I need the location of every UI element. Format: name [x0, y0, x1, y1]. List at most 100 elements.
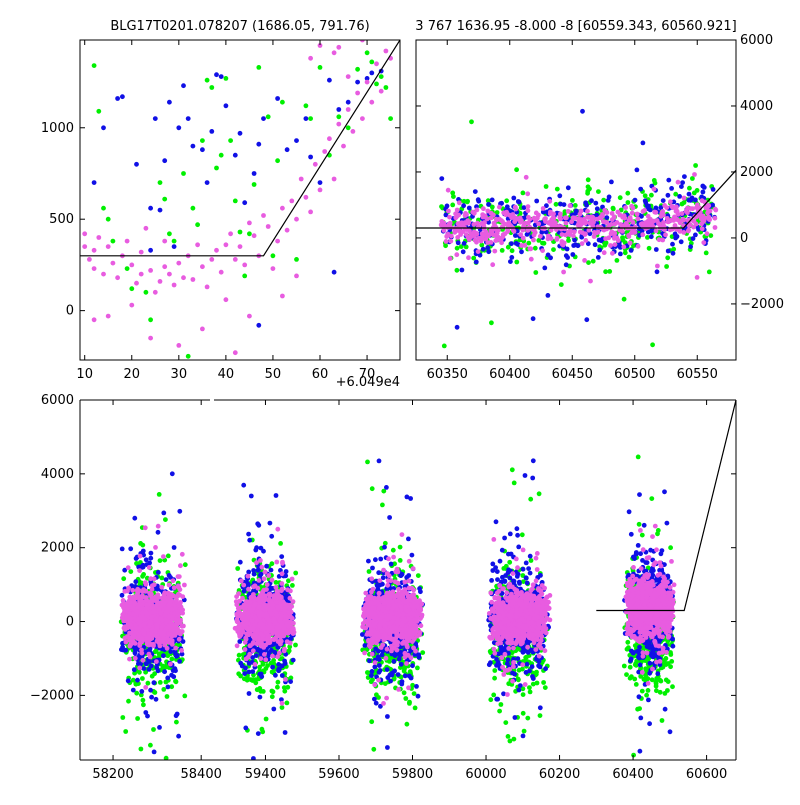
- data-point: [115, 96, 120, 101]
- x-tick-label: 20: [123, 367, 140, 382]
- data-point: [439, 176, 444, 181]
- data-point: [141, 658, 146, 663]
- data-point: [588, 279, 593, 284]
- data-point: [682, 200, 687, 205]
- data-point: [439, 223, 444, 228]
- data-point: [533, 219, 538, 224]
- data-point: [673, 232, 678, 237]
- data-point: [165, 676, 170, 681]
- data-point: [129, 616, 134, 621]
- data-point: [474, 260, 479, 265]
- data-point: [608, 243, 613, 248]
- data-point: [691, 236, 696, 241]
- data-point: [162, 590, 167, 595]
- data-point: [139, 764, 144, 769]
- data-point: [304, 103, 309, 108]
- data-point: [291, 658, 296, 663]
- data-point: [209, 85, 214, 90]
- data-point: [139, 615, 144, 620]
- data-point: [120, 715, 125, 720]
- data-point: [82, 244, 87, 249]
- data-point: [280, 571, 285, 576]
- data-point: [700, 214, 705, 219]
- data-point: [181, 275, 186, 280]
- data-point: [455, 208, 460, 213]
- data-point: [159, 625, 164, 630]
- data-point: [127, 657, 132, 662]
- data-point: [264, 564, 269, 569]
- data-point: [123, 729, 128, 734]
- data-point: [141, 549, 146, 554]
- data-point: [237, 653, 242, 658]
- data-point: [131, 612, 136, 617]
- data-point: [129, 263, 134, 268]
- data-point: [233, 199, 238, 204]
- data-point: [627, 255, 632, 260]
- data-point: [612, 215, 617, 220]
- x-tick-label: 40: [218, 367, 235, 382]
- data-point: [144, 290, 149, 295]
- data-point: [148, 593, 153, 598]
- data-point: [179, 605, 184, 610]
- data-point: [261, 625, 266, 630]
- data-point: [144, 226, 149, 231]
- data-point: [685, 210, 690, 215]
- data-point: [165, 646, 170, 651]
- data-point: [336, 114, 341, 119]
- data-point: [308, 210, 313, 215]
- data-point: [593, 242, 598, 247]
- data-point: [490, 262, 495, 267]
- data-point: [290, 583, 295, 588]
- data-point: [635, 168, 640, 173]
- data-point: [600, 212, 605, 217]
- data-point: [631, 206, 636, 211]
- data-point: [246, 611, 251, 616]
- data-point: [134, 593, 139, 598]
- data-point: [499, 240, 504, 245]
- data-point: [247, 670, 252, 675]
- axes-frame: [80, 40, 400, 360]
- data-point: [466, 255, 471, 260]
- data-point: [455, 235, 460, 240]
- data-point: [621, 245, 626, 250]
- data-point: [125, 266, 130, 271]
- data-point: [388, 116, 393, 121]
- data-point: [713, 207, 718, 212]
- data-point: [205, 78, 210, 83]
- data-point: [252, 171, 257, 176]
- data-point: [261, 213, 266, 218]
- data-point: [243, 666, 248, 671]
- data-point: [655, 218, 660, 223]
- data-point: [557, 193, 562, 198]
- data-point: [584, 317, 589, 322]
- data-point: [446, 209, 451, 214]
- data-point: [132, 600, 137, 605]
- data-point: [258, 573, 263, 578]
- data-point: [700, 226, 705, 231]
- data-point: [158, 208, 163, 213]
- data-point: [548, 210, 553, 215]
- data-point: [294, 274, 299, 279]
- data-point: [351, 129, 356, 134]
- data-point: [612, 222, 617, 227]
- data-point: [152, 750, 157, 755]
- data-point: [604, 215, 609, 220]
- data-point: [258, 619, 263, 624]
- data-point: [583, 221, 588, 226]
- data-point: [183, 562, 188, 567]
- data-point: [269, 568, 274, 573]
- data-point: [182, 583, 187, 588]
- data-point: [490, 198, 495, 203]
- data-point: [260, 633, 265, 638]
- data-point: [141, 702, 146, 707]
- data-point: [654, 206, 659, 211]
- data-point: [327, 136, 332, 141]
- data-point: [555, 236, 560, 241]
- data-point: [489, 240, 494, 245]
- data-point: [214, 72, 219, 77]
- data-point: [369, 71, 374, 76]
- data-point: [120, 547, 125, 552]
- data-point: [287, 648, 292, 653]
- data-point: [564, 262, 569, 267]
- data-point: [195, 222, 200, 227]
